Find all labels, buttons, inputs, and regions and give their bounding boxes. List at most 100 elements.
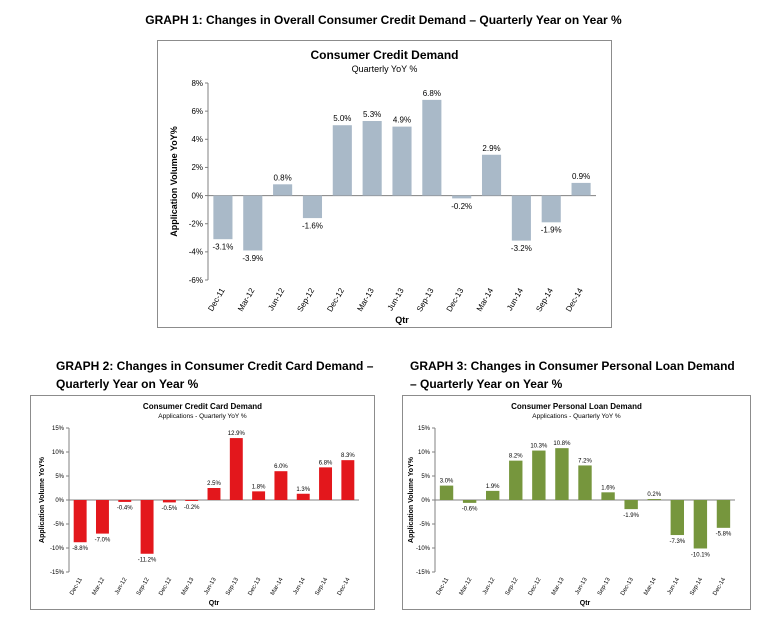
graph3-heading-line1: GRAPH 3: Changes in Consumer Personal Lo… (410, 359, 735, 373)
chart-subtitle: Applications - Quarterly YoY % (158, 413, 247, 420)
bar-Mar-13 (362, 120, 382, 196)
bar-Mar-14 (481, 154, 502, 196)
bar-Sep-12 (140, 500, 154, 554)
value-label: -7.0% (95, 537, 111, 543)
chart-title: Consumer Personal Loan Demand (511, 402, 642, 411)
value-label: -11.2% (138, 558, 157, 564)
value-label: 5.3% (363, 110, 381, 119)
value-label: 6.8% (319, 460, 333, 466)
bar-Jun-14 (670, 500, 684, 536)
bar-Sep-13 (229, 438, 243, 500)
value-label: -8.8% (72, 546, 88, 552)
x-tick-label: Sep-12 (505, 576, 520, 596)
graph2-heading-line1: GRAPH 2: Changes in Consumer Credit Card… (56, 359, 374, 373)
bar-Jun-13 (392, 126, 412, 196)
y-tick-label: 8% (191, 79, 203, 88)
y-tick-label: 15% (52, 426, 65, 432)
graph3-heading: GRAPH 3: Changes in Consumer Personal Lo… (410, 357, 740, 393)
x-tick-label: Sep-14 (314, 576, 329, 596)
x-tick-label: Mar-12 (91, 576, 106, 596)
bar-Sep-14 (319, 467, 333, 500)
x-axis-title: Qtr (395, 315, 409, 325)
x-tick-label: Dec-12 (158, 576, 173, 596)
y-tick-label: -10% (50, 546, 65, 552)
bar-Jun-12 (486, 490, 500, 500)
x-tick-label: Sep-13 (225, 576, 240, 596)
x-tick-label: Jun-13 (203, 576, 218, 595)
x-tick-label: Mar-12 (236, 286, 257, 313)
x-tick-label: Dec-14 (337, 576, 352, 596)
value-label: -1.6% (302, 221, 323, 230)
value-label: 5.0% (333, 114, 351, 123)
x-tick-label: Dec-13 (620, 576, 635, 596)
graph1-heading: GRAPH 1: Changes in Overall Consumer Cre… (145, 13, 622, 27)
value-label: -7.3% (669, 539, 685, 545)
bar-Jun-14 (511, 195, 531, 241)
chart-svg: Consumer Credit Card Demand Applications … (39, 402, 359, 607)
value-label: 1.3% (296, 487, 310, 493)
y-tick-label: 0% (55, 498, 64, 504)
value-label: -0.2% (451, 202, 472, 211)
y-axis-title: Application Volume YoY% (39, 456, 46, 543)
bar-Mar-13 (185, 500, 199, 501)
x-axis-title: Qtr (209, 600, 220, 607)
chart-subtitle: Applications - Quarterly YoY % (532, 413, 621, 420)
chart-panel-personal-loan: Consumer Personal Loan Demand Application… (402, 395, 751, 610)
value-label: -3.9% (242, 254, 263, 263)
value-label: -10.1% (691, 552, 711, 558)
bar-Dec-11 (213, 195, 233, 240)
x-tick-label: Dec-13 (445, 286, 466, 313)
y-tick-label: -5% (53, 522, 64, 528)
chart-panel-credit-card: Consumer Credit Card Demand Applications … (30, 395, 375, 610)
value-label: -0.5% (162, 506, 178, 512)
x-tick-label: Dec-14 (564, 286, 585, 313)
value-label: -5.8% (716, 532, 732, 538)
value-label: -3.1% (212, 243, 233, 252)
bar-Jun-12 (273, 184, 293, 196)
x-tick-label: Dec-11 (69, 576, 84, 596)
value-label: 0.9% (572, 172, 590, 181)
x-tick-label: Jun-13 (386, 286, 406, 312)
bar-Dec-14 (341, 460, 355, 500)
x-tick-label: Dec-11 (436, 576, 451, 596)
y-tick-label: -15% (50, 570, 65, 576)
y-tick-label: 2% (191, 163, 203, 172)
bar-Dec-12 (532, 450, 546, 500)
y-axis-title: Application Volume YoY% (169, 126, 179, 237)
x-tick-label: Jun-12 (114, 576, 129, 595)
bar-Dec-11 (73, 500, 87, 543)
bar-Sep-14 (693, 500, 708, 549)
x-tick-label: Dec-11 (206, 286, 227, 313)
value-label: 2.5% (207, 481, 221, 487)
y-tick-label: 10% (418, 450, 431, 456)
value-label: 8.2% (509, 454, 523, 460)
graph2-heading-line2: Quarterly Year on Year % (56, 377, 199, 391)
bar-Mar-14 (274, 471, 288, 500)
y-tick-label: 6% (191, 107, 203, 116)
bar-Sep-13 (422, 99, 442, 196)
bar-Dec-13 (624, 500, 638, 510)
x-tick-label: Sep-12 (296, 286, 317, 313)
value-label: 1.9% (486, 484, 500, 490)
value-label: -0.6% (462, 507, 478, 513)
value-label: 7.2% (578, 458, 592, 464)
value-label: -0.2% (184, 505, 200, 511)
x-tick-label: Jun-13 (574, 576, 589, 595)
x-tick-label: Jun-14 (293, 576, 308, 595)
y-tick-label: -6% (189, 276, 203, 285)
bar-Sep-12 (302, 195, 323, 219)
y-tick-label: 15% (418, 426, 431, 432)
bar-Dec-14 (571, 182, 591, 196)
value-label: 6.8% (423, 89, 441, 98)
x-tick-label: Mar-13 (181, 576, 196, 596)
value-label: -1.9% (541, 226, 562, 235)
x-tick-label: Sep-13 (597, 576, 612, 596)
y-tick-label: 5% (55, 474, 64, 480)
bar-Dec-11 (439, 485, 454, 500)
x-tick-label: Sep-14 (534, 286, 555, 313)
value-label: -0.4% (117, 506, 133, 512)
bar-Mar-12 (243, 195, 263, 251)
value-label: 6.0% (274, 464, 288, 470)
x-tick-label: Sep-12 (136, 576, 151, 596)
bar-Sep-12 (509, 460, 523, 500)
